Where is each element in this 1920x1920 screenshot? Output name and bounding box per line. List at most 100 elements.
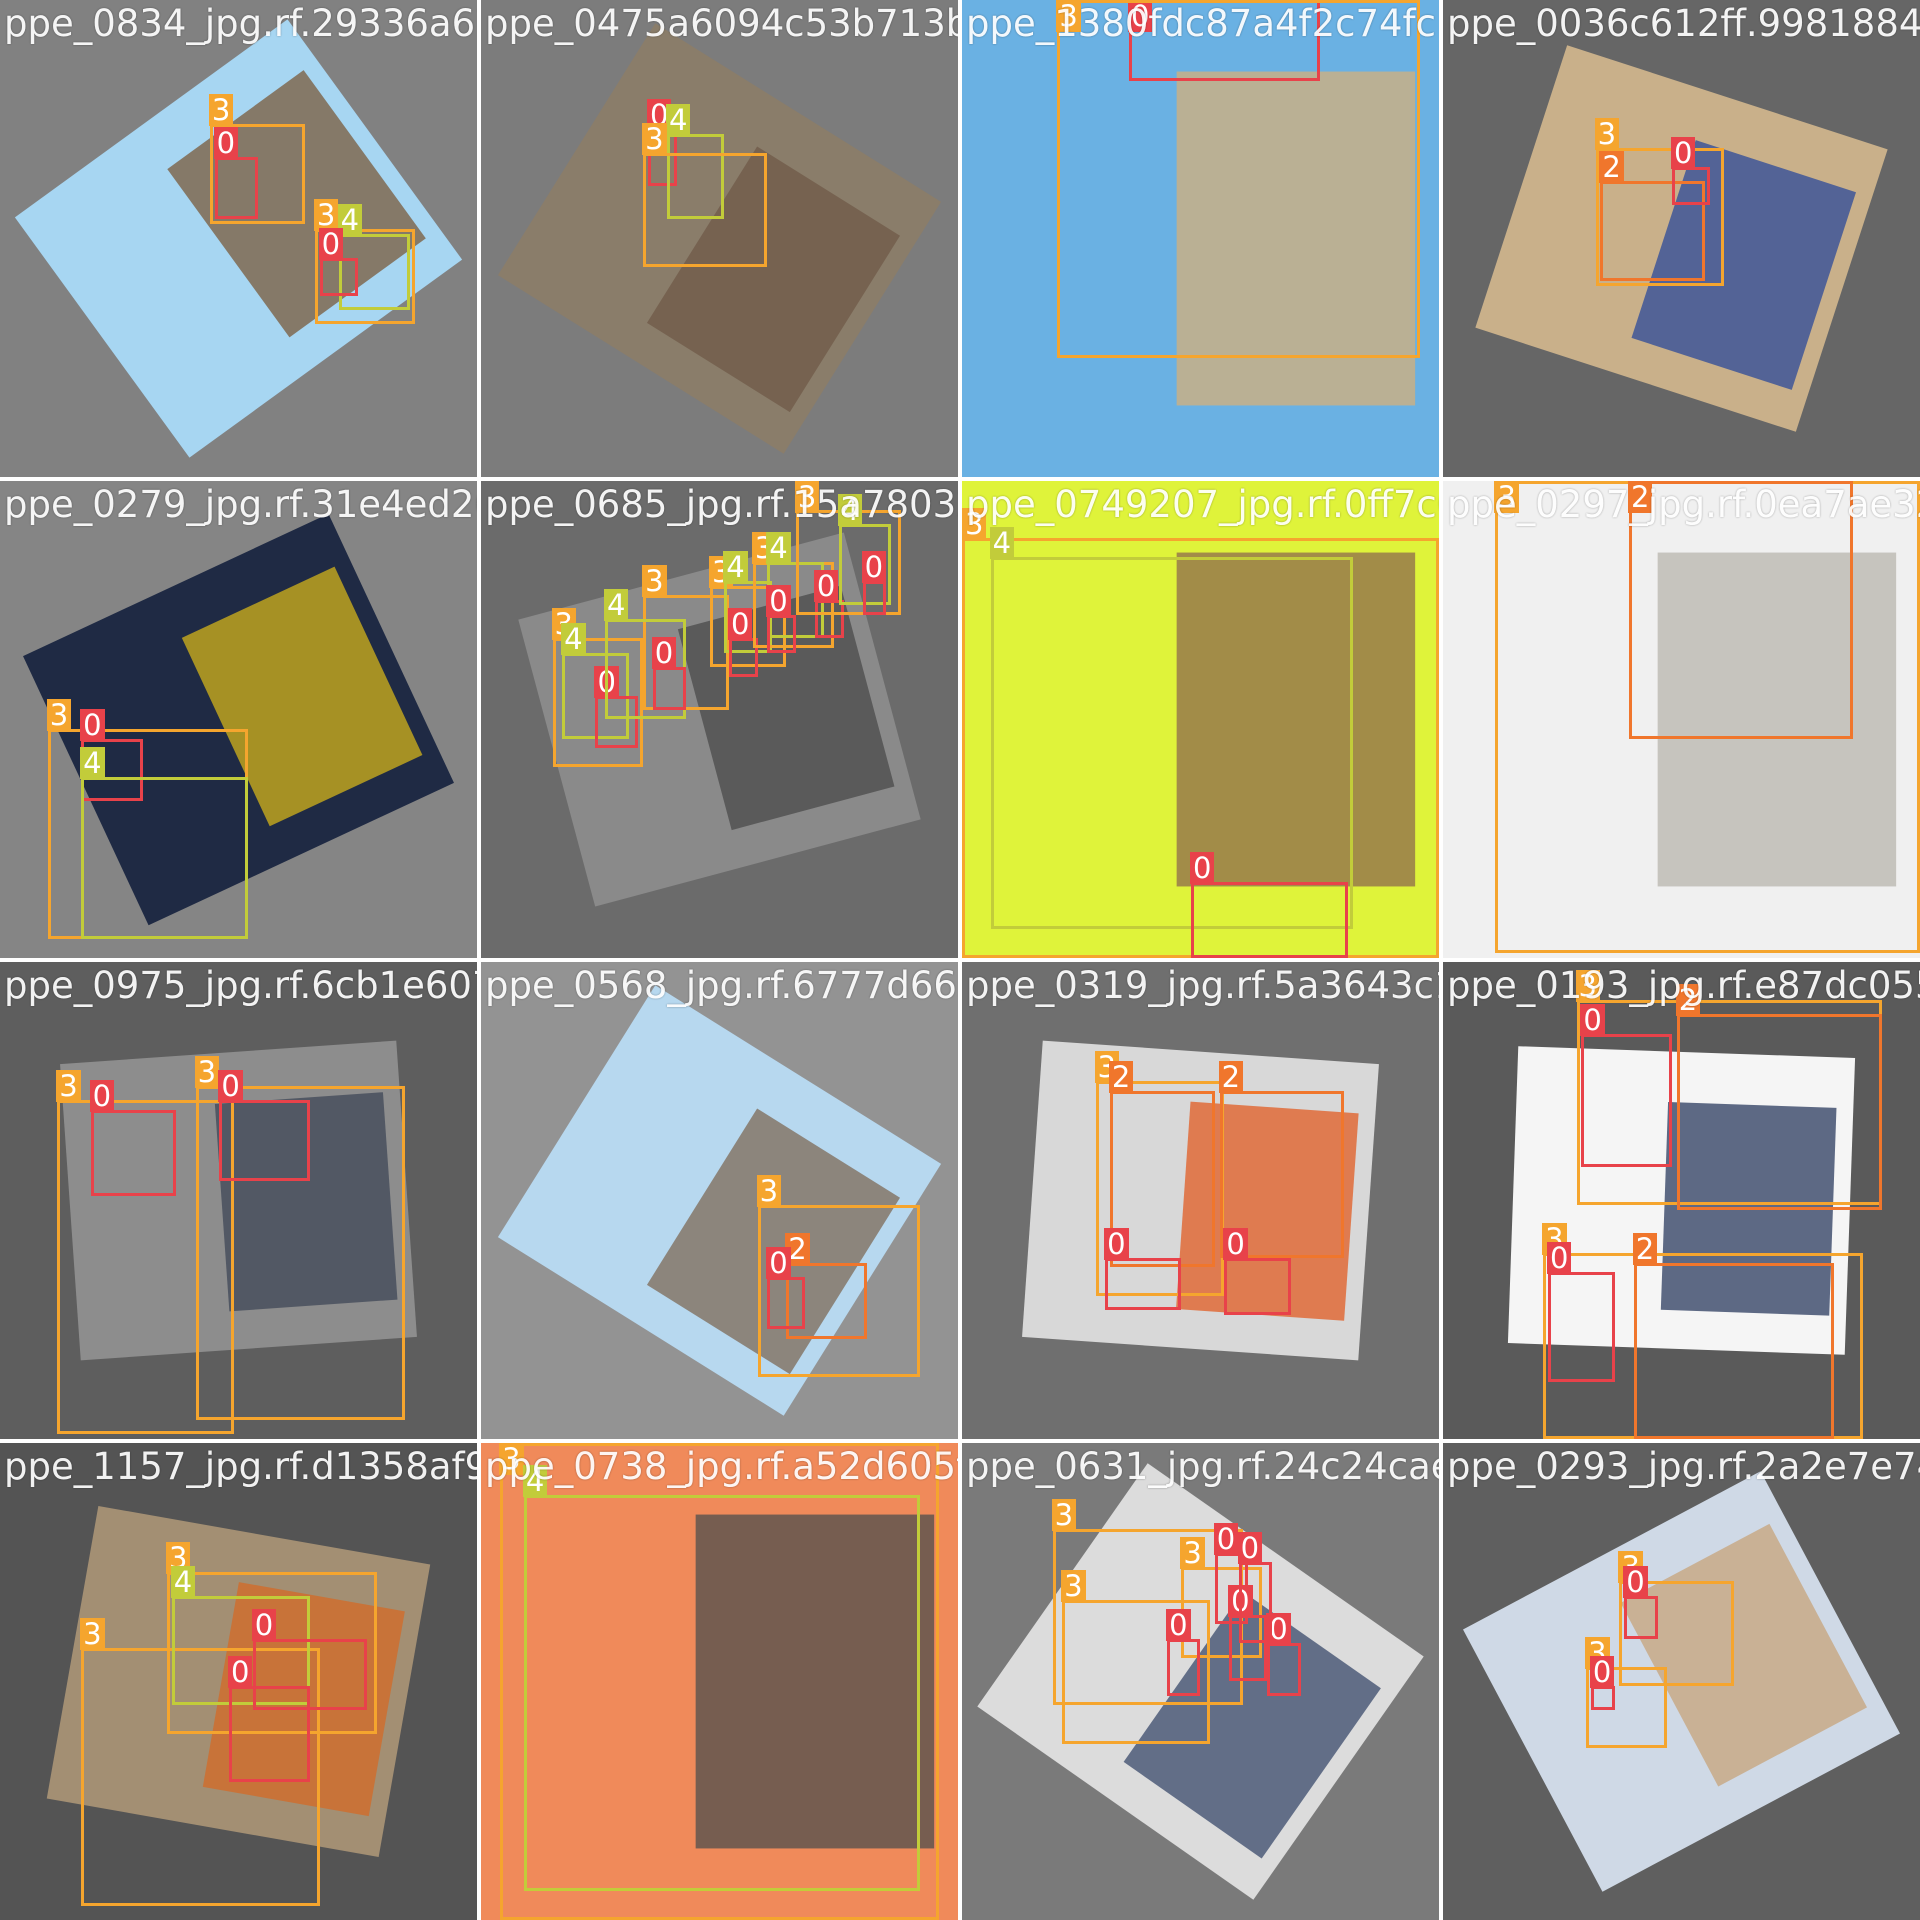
image-content	[60, 1040, 417, 1361]
bounding-box	[1581, 1033, 1672, 1168]
bounding-box	[90, 1109, 177, 1196]
bounding-box	[1619, 1581, 1734, 1687]
class-label: 0	[1223, 1227, 1248, 1260]
bounding-box	[1590, 1686, 1615, 1711]
bounding-box	[1671, 166, 1711, 206]
filename-label: ppe_0834_jpg.rf.29336a677	[4, 2, 477, 45]
class-label: 0	[1127, 0, 1153, 32]
class-label: 3	[56, 1070, 81, 1103]
bounding-box	[643, 152, 768, 268]
filename-label: ppe_0631_jpg.rf.24c24caea	[966, 1445, 1439, 1488]
bounding-box	[1062, 1600, 1211, 1744]
filename-label: ppe_0685_jpg.rf.15a78032	[485, 483, 958, 526]
class-label: 2	[1599, 151, 1624, 184]
image-tile: 3 4 ppe_0738_jpg.rf.a52d605fd	[481, 1443, 958, 1920]
bounding-box	[500, 1443, 939, 1920]
image-content	[1443, 481, 1920, 958]
bounding-box	[1167, 1638, 1201, 1696]
bounding-box	[1600, 181, 1706, 282]
bounding-box	[252, 1638, 368, 1711]
filename-label: ppe_1157_jpg.rf.d1358af9e	[4, 1445, 477, 1488]
class-label: 3	[642, 565, 667, 598]
image-content	[977, 1463, 1424, 1900]
class-label: 0	[1237, 1532, 1263, 1565]
bounding-box	[1595, 147, 1725, 287]
class-label: 3	[208, 94, 234, 127]
class-label: 2	[1632, 1232, 1658, 1265]
filename-label: ppe_0036c612ff.9981884b1	[1447, 2, 1920, 45]
filename-label: ppe_0738_jpg.rf.a52d605fd	[485, 1445, 958, 1488]
bounding-box	[214, 157, 258, 220]
class-label: 0	[251, 1608, 277, 1641]
class-label: 3	[756, 1175, 782, 1208]
bounding-box	[1190, 881, 1349, 958]
class-label: 3	[1051, 1498, 1077, 1531]
bounding-box	[1095, 1081, 1225, 1296]
class-label: 4	[723, 551, 748, 584]
class-label: 3	[46, 699, 72, 732]
bounding-box	[195, 1086, 406, 1420]
bounding-box	[643, 595, 730, 710]
filename-label: ppe_0293_jpg.rf.2a2e7e7452	[1447, 1445, 1920, 1488]
class-label: 0	[318, 227, 344, 260]
bounding-box	[1624, 1595, 1658, 1639]
bounding-box	[171, 1595, 311, 1706]
class-label: 2	[1675, 984, 1701, 1017]
image-tile: 34 0 ppe_0749207_jpg.rf.0ff7c611a	[962, 481, 1439, 958]
bounding-box	[1224, 1257, 1292, 1315]
filename-label: ppe_0975_jpg.rf.6cb1e6078	[4, 964, 477, 1007]
image-tile: 3 2 ppe_0297_jpg.rf.0ea7ae32b	[1443, 481, 1920, 958]
filename-label: ppe_0568_jpg.rf.6777d663e	[485, 964, 958, 1007]
class-label: 0	[1580, 1003, 1605, 1036]
class-label: 0	[1104, 1227, 1129, 1260]
image-tile: 3 3 3 0 0 0 0 0 ppe_0631_jpg.rf.24c24caea	[962, 1443, 1439, 1920]
bounding-box	[862, 581, 887, 615]
class-label: 0	[1589, 1656, 1615, 1689]
bounding-box	[1105, 1257, 1182, 1311]
class-label: 2	[1108, 1060, 1134, 1093]
image-content	[23, 513, 454, 926]
filename-label: ppe_1380fdc87a4f2c74fc	[966, 2, 1436, 45]
class-label: 3	[1575, 970, 1600, 1003]
image-tile: 3 2 0 ppe_0568_jpg.rf.6777d663e	[481, 962, 958, 1439]
image-content	[497, 23, 942, 454]
class-label: 3	[80, 1618, 105, 1651]
filename-label: ppe_0297_jpg.rf.0ea7ae32b	[1447, 483, 1920, 526]
image-tile: 0 3 ppe_1380fdc87a4f2c74fc	[962, 0, 1439, 477]
class-label: 2	[1218, 1060, 1244, 1093]
image-tile: 3 0 3 4 0 ppe_0834_jpg.rf.29336a677	[0, 0, 477, 477]
image-content	[1463, 1471, 1900, 1892]
class-label: 4	[989, 527, 1015, 560]
class-label: 0	[89, 1079, 115, 1112]
bounding-box	[209, 124, 306, 225]
bounding-box	[228, 1686, 311, 1782]
class-label: 3	[1061, 1570, 1086, 1603]
bounding-box	[1238, 1562, 1273, 1644]
bounding-box	[667, 133, 725, 220]
image-content	[481, 1443, 958, 1920]
class-label: 0	[766, 1246, 791, 1279]
image-tile: 3403403403400340ppe_0685_jpg.rf.15a78032	[481, 481, 958, 958]
image-tile: 3 0 4 ppe_0279_jpg.rf.31e4ed268	[0, 481, 477, 958]
class-label: 0	[1213, 1522, 1239, 1555]
bounding-box	[1629, 481, 1854, 739]
bounding-box	[1267, 1643, 1301, 1696]
bounding-box	[314, 228, 415, 325]
class-label: 4	[766, 532, 791, 565]
class-label: 3	[794, 481, 820, 513]
class-label: 0	[813, 570, 839, 603]
bounding-box	[319, 257, 358, 296]
class-label: 3	[1594, 117, 1620, 150]
image-tile: 3 0 2 3 0 2 ppe_0193_jpg.rf.e87dc0556	[1443, 962, 1920, 1439]
bounding-box	[1057, 0, 1420, 358]
class-label: 0	[1623, 1565, 1648, 1598]
bounding-box	[338, 233, 411, 311]
class-label: 0	[80, 708, 105, 741]
filename-label: ppe_0749207_jpg.rf.0ff7c611a	[966, 483, 1439, 526]
class-label: 0	[861, 551, 887, 584]
class-label: 0	[227, 1656, 253, 1689]
bounding-box	[552, 638, 644, 768]
bounding-box	[990, 557, 1354, 930]
